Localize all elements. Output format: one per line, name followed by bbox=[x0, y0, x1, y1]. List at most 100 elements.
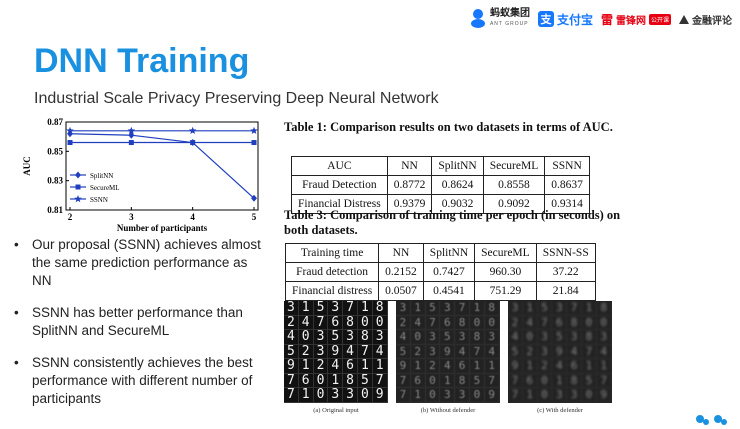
digit-cell: 8 bbox=[567, 373, 582, 388]
x-tick-label: 5 bbox=[252, 212, 257, 222]
digit-cell: 0 bbox=[537, 388, 553, 403]
table-cell: 0.9032 bbox=[431, 194, 484, 214]
jinrong-logo: 金融评论 bbox=[679, 12, 732, 27]
y-tick-label: 0.81 bbox=[47, 205, 63, 215]
point-splitnn bbox=[128, 131, 135, 139]
legend-marker bbox=[75, 171, 81, 179]
digit-cell: 1 bbox=[522, 388, 538, 403]
digit-cell: 7 bbox=[508, 373, 523, 388]
digit-cell: 7 bbox=[284, 373, 299, 388]
auc-line-chart: 0.81 0.83 0.85 0.87 2 3 4 5 Number of participan… bbox=[22, 117, 259, 233]
digit-cell: 6 bbox=[328, 315, 344, 330]
point-secureml bbox=[251, 140, 257, 146]
digit-cell: 0 bbox=[313, 373, 329, 388]
digit-cell: 0 bbox=[425, 388, 441, 403]
digit-cell: 3 bbox=[567, 388, 582, 403]
digit-cell: 6 bbox=[298, 373, 314, 388]
point-ssnn bbox=[188, 126, 197, 135]
point-secureml bbox=[190, 140, 196, 146]
digit-cell: 3 bbox=[284, 301, 299, 316]
digit-cell: 5 bbox=[313, 301, 329, 316]
digit-cell: 9 bbox=[484, 388, 500, 403]
digit-cell: 1 bbox=[440, 373, 456, 388]
digit-cell: 3 bbox=[328, 388, 344, 403]
legend-marker bbox=[75, 184, 81, 190]
digit-cell: 3 bbox=[455, 330, 470, 345]
digit-cell: 1 bbox=[596, 359, 612, 374]
digit-cell: 3 bbox=[425, 330, 441, 345]
legend-label: SecureML bbox=[90, 184, 120, 192]
table-cell: 0.2152 bbox=[378, 262, 424, 282]
leifeng-name: 雷锋网 bbox=[615, 15, 646, 27]
digit-cell: 6 bbox=[410, 373, 426, 388]
digit-cell: 6 bbox=[455, 359, 470, 374]
digit-cell: 4 bbox=[596, 344, 612, 359]
y-tick-label: 0.87 bbox=[47, 117, 63, 127]
digit-cell: 1 bbox=[298, 301, 314, 316]
legend-marker bbox=[74, 195, 82, 203]
alipay-name: 支付宝 bbox=[556, 12, 593, 27]
digit-cell: 9 bbox=[284, 359, 299, 374]
digit-cell: 1 bbox=[522, 301, 538, 316]
digit-cell: 2 bbox=[425, 359, 441, 374]
bullet-dot: • bbox=[14, 237, 19, 252]
digit-cell: 4 bbox=[522, 315, 538, 330]
digit-cell: 0 bbox=[484, 315, 500, 330]
digit-cell: 3 bbox=[537, 344, 553, 359]
digit-cell: 7 bbox=[343, 301, 358, 316]
digit-cell: 7 bbox=[357, 344, 373, 359]
digit-cell: 3 bbox=[328, 301, 344, 316]
digit-cell: 7 bbox=[425, 315, 441, 330]
digit-cell: 2 bbox=[537, 359, 553, 374]
digit-cell: 3 bbox=[425, 344, 441, 359]
point-secureml bbox=[67, 140, 73, 146]
table-cell: 960.30 bbox=[474, 262, 537, 282]
table3: Training time NN SplitNN SecureML SSNN-S… bbox=[284, 243, 596, 301]
digit-cell: 4 bbox=[284, 330, 299, 345]
digit-cell: 5 bbox=[425, 301, 441, 316]
digit-cell: 7 bbox=[372, 373, 388, 388]
digit-cell: 0 bbox=[581, 388, 597, 403]
digit-cell: 4 bbox=[410, 315, 426, 330]
table-cell: 0.7427 bbox=[422, 262, 476, 282]
digit-cell: 4 bbox=[343, 344, 358, 359]
digit-cell: 4 bbox=[567, 344, 582, 359]
digit-cell: 0 bbox=[425, 373, 441, 388]
ant-mascot-icon bbox=[696, 415, 727, 425]
digit-cell: 9 bbox=[552, 344, 568, 359]
digit-cell: 5 bbox=[469, 373, 485, 388]
digit-cell: 0 bbox=[581, 315, 597, 330]
table-header: SecureML bbox=[474, 243, 537, 263]
digit-cell: 5 bbox=[328, 330, 344, 345]
digit-cell: 4 bbox=[298, 315, 314, 330]
digit-cell: 0 bbox=[357, 315, 373, 330]
panel-caption-c: (c) With defender bbox=[537, 407, 583, 414]
table-cell: 21.84 bbox=[535, 281, 596, 301]
digit-cell: 9 bbox=[508, 359, 523, 374]
digit-cell: 1 bbox=[298, 388, 314, 403]
digit-cell: 3 bbox=[537, 330, 553, 345]
table-header: NN bbox=[378, 243, 424, 263]
antgroup-name-en: ANT GROUP bbox=[489, 21, 529, 27]
table-cell: 0.8624 bbox=[431, 175, 484, 195]
digit-cell: 3 bbox=[596, 330, 612, 345]
table-row: Financial Distress 0.9379 0.9032 0.9092 … bbox=[291, 194, 590, 214]
digit-cell: 1 bbox=[581, 359, 597, 374]
digit-cell: 6 bbox=[343, 359, 358, 374]
table-header: SecureML bbox=[482, 156, 546, 176]
x-axis-label: Number of participants bbox=[117, 223, 208, 233]
table-header: SplitNN bbox=[422, 243, 476, 263]
triangle-icon bbox=[679, 14, 689, 24]
digit-cell: 0 bbox=[357, 388, 373, 403]
digit-cell: 3 bbox=[440, 388, 456, 403]
digit-cell: 4 bbox=[508, 330, 523, 345]
digit-cell: 3 bbox=[372, 330, 388, 345]
